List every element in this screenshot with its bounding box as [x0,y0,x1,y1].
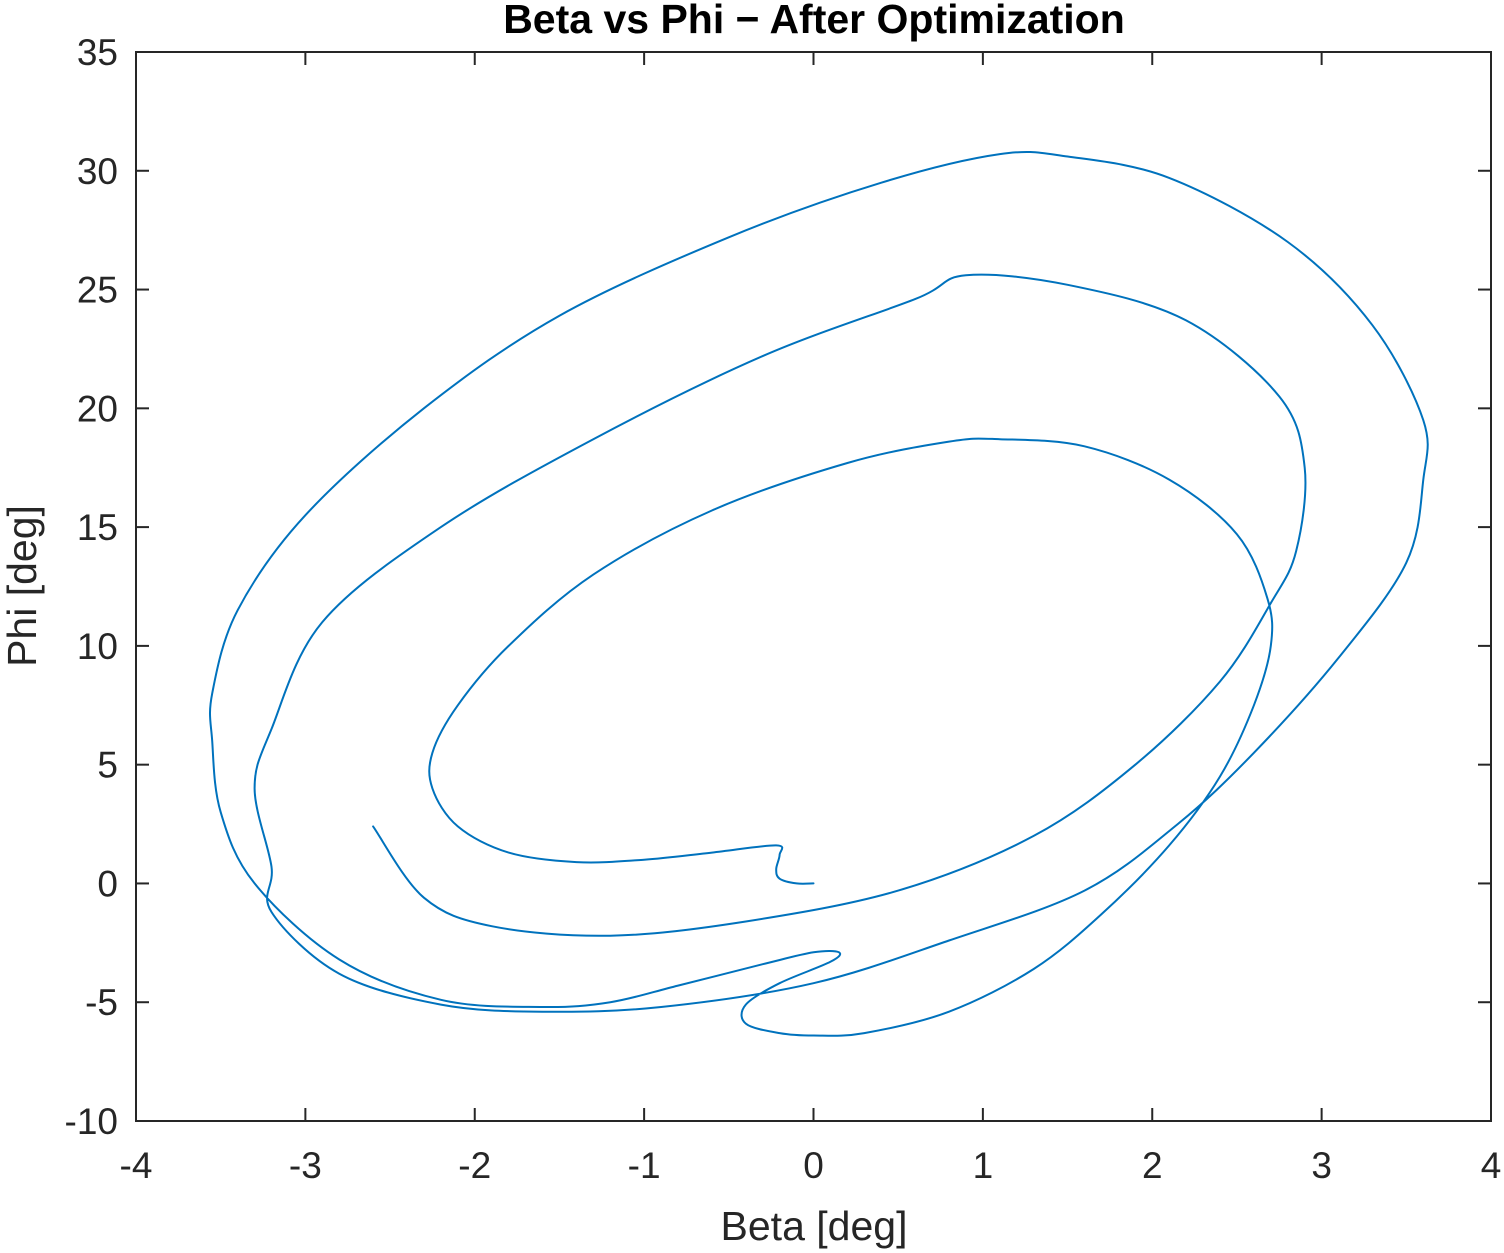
y-axis-ticks: -10 -5 0 5 10 15 20 25 30 35 [65,32,1491,1142]
y-tick-label: 0 [97,863,118,904]
y-axis-title: Phi [deg] [0,505,45,667]
x-tick-label: -4 [120,1145,153,1186]
x-tick-label: 0 [803,1145,824,1186]
y-tick-label: 5 [97,745,118,786]
y-tick-label: 30 [77,151,118,192]
x-tick-label: 4 [1481,1145,1502,1186]
y-tick-label: 35 [77,32,118,73]
chart-title: Beta vs Phi − After Optimization [503,0,1125,42]
x-tick-label: -2 [458,1145,491,1186]
x-tick-label: 2 [1142,1145,1163,1186]
x-tick-label: -1 [628,1145,661,1186]
series-line-0 [208,150,1429,1037]
y-tick-label: -5 [85,982,118,1023]
x-tick-label: -3 [289,1145,322,1186]
y-tick-label: 25 [77,270,118,311]
y-tick-label: 10 [77,626,118,667]
x-tick-label: 1 [973,1145,994,1186]
x-tick-label: 3 [1311,1145,1332,1186]
axes-box [135,51,1492,1122]
x-axis-title: Beta [deg] [721,1203,908,1249]
y-tick-label: 15 [77,507,118,548]
y-tick-label: 20 [77,388,118,429]
plot-area [135,51,1492,1122]
y-tick-label: -10 [65,1101,118,1142]
series-layer [208,150,1429,1037]
x-axis-ticks: -4 -3 -2 -1 0 1 2 3 4 [120,52,1502,1186]
